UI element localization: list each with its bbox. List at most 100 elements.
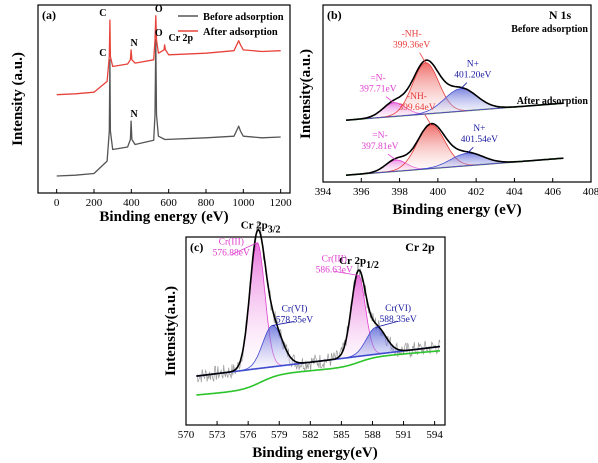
panel-c-x-tick-label: 591 [395,429,412,441]
panel-c-title: Cr 2p [405,240,435,254]
peak-leader-line [419,52,426,63]
panel-a-x-tick-label: 400 [123,197,140,209]
panel-b: 394 396 398 400 402 404 406 408 =N-397.71eV-NH-… [298,4,598,218]
panel-b-x-tick-label: 396 [353,186,370,198]
panel-b-x-tick-label: 404 [506,186,523,198]
peak-value-label: 401.20eV [454,71,491,81]
peak-group-label: Cr 2p3/2 [241,220,281,236]
peak-leader-line [231,242,258,256]
panel-a: 0 200 400 600 800 1000 1200 C N O Cr 2p C N O (a) Be… [10,4,292,225]
peak-annotation: N [131,109,139,120]
peak-annotation: N [131,38,139,49]
panel-a-annotations: C N O Cr 2p C N O [99,4,193,120]
peak-label: Cr(VI) [282,303,308,314]
peak-value-label: 586.63eV [316,265,353,275]
series-after-line [56,15,281,96]
peak-annotation: C [99,8,106,19]
peak-value-label: 399.64eV [398,103,435,113]
peak-group-label-main: Cr 2p [339,255,366,267]
panel-b-x-tick-label: 408 [583,186,598,198]
panel-a-x-tick-label: 0 [54,197,60,209]
peak-label: N+ [473,124,485,134]
panel-c-plot: Cr 2p3/2Cr 2p1/2Cr(III)576.88eVCr(VI)578… [196,220,441,396]
panel-c-x-ticks: 570 573 576 579 582 585 588 591 594 [178,421,443,441]
panel-a-tag: (a) [42,8,56,22]
panel-a-xlabel: Binding energy (eV) [99,209,228,225]
panel-c-tag: (c) [190,240,203,254]
peak-group-label-sub: 3/2 [268,225,281,236]
shirley-background-line [196,350,441,396]
panel-b-plot: =N-397.71eV-NH-399.36eVN+401.20eV=N-397.… [345,30,564,176]
peak-label: -NH- [407,92,427,102]
panel-a-x-tick-label: 600 [160,197,177,209]
peak-group-label-main: Cr 2p [241,220,268,232]
peak-annotation: O [155,28,163,39]
peak-group-label: Cr 2p1/2 [339,255,379,271]
panel-a-ylabel: Intensity (a.u.) [10,52,26,146]
panel-c-x-tick-label: 576 [240,429,257,441]
panel-b-xlabel: Binding energy (eV) [392,202,521,218]
panel-c-x-tick-label: 582 [302,429,319,441]
panel-b-x-tick-label: 406 [544,186,561,198]
peak-annotation: C [99,48,106,59]
peak-value-label: 588.35eV [380,315,417,325]
peak-leader-line [272,321,295,326]
peak-annotation: O [155,4,163,15]
peak-leader-line [387,153,397,161]
panel-a-x-tick-label: 800 [198,197,215,209]
panel-b-x-tick-label: 398 [391,186,408,198]
panel-c: 570 573 576 579 582 585 588 591 594 Cr 2p3/2Cr 2… [163,220,446,461]
peak-label: =N- [372,131,387,141]
panel-b-title: N 1s [549,8,572,22]
panel-a-x-tick-label: 200 [86,197,103,209]
panel-c-xlabel: Binding energy(eV) [252,445,377,461]
panel-c-frame [185,236,446,426]
panel-b-x-tick-label: 400 [430,186,447,198]
peak-annotation: Cr 2p [169,33,194,44]
panel-a-legend: Before adsorption After adsorption [178,12,284,38]
panel-b-subtitle-after: After adsorption [517,96,589,107]
envelope-line [196,228,441,377]
peak-value-label: 397.71eV [359,85,396,95]
panel-c-ylabel: Intensity(a.u.) [163,286,179,376]
legend-label-after: After adsorption [203,27,278,38]
peak-value-label: 401.54eV [461,135,498,145]
panel-b-tag: (b) [327,8,342,22]
peak-leader-line [424,114,432,125]
panel-b-frame [322,4,592,183]
peak-label: =N- [370,74,385,84]
panel-a-x-tick-label: 1000 [232,197,255,209]
panel-b-ylabel: Intensity(a.u.) [298,49,314,139]
peak-value-label: 578.35eV [276,315,313,325]
panel-c-x-tick-label: 585 [333,429,350,441]
peak-label: -NH- [402,30,422,40]
panel-b-x-tick-label: 402 [468,186,485,198]
panel-a-frame [37,4,291,194]
peak-label: Cr(VI) [385,303,411,314]
panel-c-x-tick-label: 579 [271,429,288,441]
peak-leader-line [460,82,468,89]
series-before-line [56,39,281,177]
peak-label: Cr(III) [322,253,347,264]
peak-group-label-sub: 1/2 [366,260,379,271]
peak-label: Cr(III) [219,237,244,248]
peak-value-label: 399.36eV [393,41,430,51]
peak-leader-line [385,96,395,104]
peak-label: N+ [467,60,479,70]
panel-b-subtitle-before: Before adsorption [511,24,588,35]
panel-a-x-ticks: 0 200 400 600 800 1000 1200 [54,189,292,209]
panel-c-x-tick-label: 570 [178,429,195,441]
before-envelope-line [345,59,564,121]
panel-c-x-tick-label: 594 [426,429,443,441]
peak-leader-line [334,271,359,276]
panel-c-x-tick-label: 588 [364,429,381,441]
panel-a-x-tick-label: 1200 [270,197,293,209]
after-envelope-line [345,122,564,176]
legend-label-before: Before adsorption [203,12,284,23]
peak-value-label: 397.81eV [361,142,398,152]
panel-b-x-tick-label: 394 [315,186,332,198]
peak-value-label: 576.88eV [213,249,250,259]
panel-c-x-tick-label: 573 [209,429,226,441]
peak-leader-line [467,146,474,154]
